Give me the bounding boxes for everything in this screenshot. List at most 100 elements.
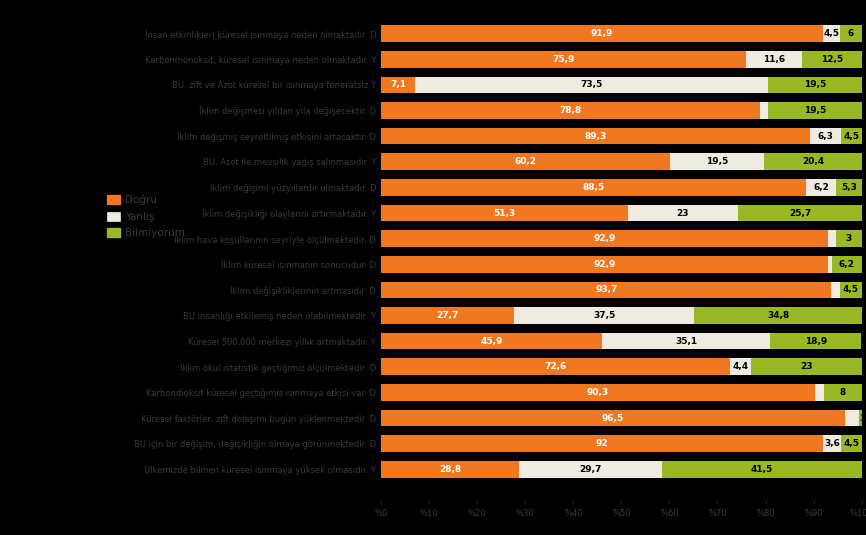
Bar	[764, 154, 863, 170]
Bar	[811, 128, 841, 144]
Text: 6,3: 6,3	[818, 132, 833, 141]
Text: 6: 6	[848, 29, 854, 38]
Text: 20,4: 20,4	[802, 157, 824, 166]
Bar	[514, 307, 695, 324]
Bar	[381, 230, 828, 247]
Text: 92: 92	[596, 439, 609, 448]
Bar	[824, 435, 841, 452]
Bar	[806, 179, 837, 196]
Bar	[841, 128, 862, 144]
Bar	[670, 154, 764, 170]
Bar	[828, 230, 837, 247]
Bar	[381, 384, 815, 401]
Text: 3: 3	[846, 234, 852, 243]
Bar	[381, 281, 831, 298]
Bar	[381, 25, 823, 42]
Bar	[381, 435, 824, 452]
Bar	[845, 410, 859, 426]
Bar	[831, 281, 840, 298]
Bar	[381, 205, 628, 221]
Text: 4,5: 4,5	[843, 285, 859, 294]
Text: 3,5: 3,5	[860, 414, 866, 423]
Text: 11,6: 11,6	[763, 55, 785, 64]
Bar	[381, 179, 806, 196]
Text: 25,7: 25,7	[789, 209, 811, 218]
Bar	[381, 128, 811, 144]
Text: 12,5: 12,5	[821, 55, 843, 64]
Bar	[415, 77, 768, 93]
Text: 29,7: 29,7	[579, 465, 602, 474]
Bar	[768, 102, 863, 119]
Text: 72,6: 72,6	[545, 362, 566, 371]
Text: 45,9: 45,9	[480, 337, 502, 346]
Bar	[662, 461, 862, 478]
Text: 3,6: 3,6	[824, 439, 840, 448]
Bar	[381, 358, 730, 375]
Text: 19,5: 19,5	[805, 80, 826, 89]
Text: 27,7: 27,7	[436, 311, 459, 320]
Text: 34,8: 34,8	[767, 311, 789, 320]
Text: 88,5: 88,5	[583, 183, 604, 192]
Text: 8: 8	[840, 388, 846, 397]
Text: 4,5: 4,5	[843, 132, 859, 141]
Text: 18,9: 18,9	[805, 337, 827, 346]
Text: 60,2: 60,2	[514, 157, 537, 166]
Text: 35,1: 35,1	[675, 337, 697, 346]
Bar	[381, 333, 602, 349]
Text: 78,8: 78,8	[559, 106, 582, 115]
Bar	[837, 179, 862, 196]
Bar	[832, 256, 862, 273]
Text: 28,8: 28,8	[439, 465, 462, 474]
Text: 92,9: 92,9	[593, 234, 616, 243]
Text: 37,5: 37,5	[593, 311, 616, 320]
Bar	[859, 410, 866, 426]
Text: 4,5: 4,5	[824, 29, 839, 38]
Bar	[815, 384, 824, 401]
Bar	[746, 51, 802, 67]
Text: 89,3: 89,3	[585, 132, 607, 141]
Bar	[802, 51, 862, 67]
Text: 90,3: 90,3	[587, 388, 609, 397]
Bar	[759, 102, 768, 119]
Text: 19,5: 19,5	[706, 157, 728, 166]
Text: 41,5: 41,5	[751, 465, 773, 474]
Text: 6,2: 6,2	[813, 183, 830, 192]
Bar	[828, 256, 832, 273]
Text: 5,3: 5,3	[841, 183, 856, 192]
Legend: Doğru, Yanlış, Bilmiyorum: Doğru, Yanlış, Bilmiyorum	[107, 195, 185, 239]
Text: 19,5: 19,5	[805, 106, 826, 115]
Bar	[381, 77, 415, 93]
Bar	[602, 333, 771, 349]
Bar	[381, 51, 746, 67]
Bar	[381, 307, 514, 324]
Bar	[381, 461, 520, 478]
Text: 75,9: 75,9	[553, 55, 575, 64]
Bar	[738, 205, 862, 221]
Text: 96,5: 96,5	[602, 414, 624, 423]
Bar	[823, 25, 840, 42]
Bar	[840, 281, 862, 298]
Text: 73,5: 73,5	[581, 80, 603, 89]
Bar	[695, 307, 862, 324]
Bar	[381, 102, 759, 119]
Text: 23: 23	[800, 362, 812, 371]
Text: 4,4: 4,4	[733, 362, 748, 371]
Bar	[381, 410, 845, 426]
Bar	[768, 77, 863, 93]
Text: 6,2: 6,2	[839, 260, 855, 269]
Bar	[381, 256, 828, 273]
Text: 92,9: 92,9	[593, 260, 616, 269]
Bar	[730, 358, 751, 375]
Bar	[837, 230, 862, 247]
Bar	[751, 358, 862, 375]
Bar	[381, 154, 670, 170]
Text: 93,7: 93,7	[595, 285, 617, 294]
Text: 91,9: 91,9	[591, 29, 613, 38]
Bar	[771, 333, 861, 349]
Bar	[520, 461, 662, 478]
Bar	[824, 384, 863, 401]
Bar	[628, 205, 738, 221]
Text: 7,1: 7,1	[390, 80, 406, 89]
Text: 23: 23	[676, 209, 689, 218]
Text: 51,3: 51,3	[494, 209, 515, 218]
